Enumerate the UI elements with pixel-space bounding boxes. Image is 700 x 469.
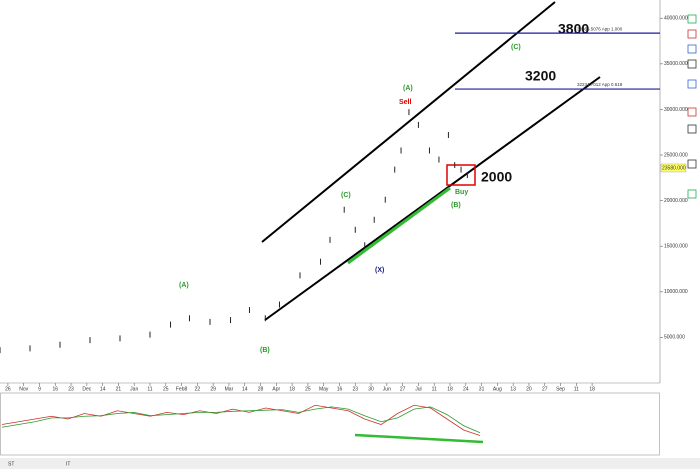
level-label: 38366.5076 App 1.000 (577, 26, 623, 31)
annotation: (X) (375, 267, 384, 274)
x-tick-label: 30 (368, 386, 374, 392)
annotation: (B) (451, 202, 461, 209)
x-tick-label: 18 (289, 386, 295, 392)
level-label: 32234.7012 App 0.618 (577, 82, 623, 87)
tab-label[interactable]: IT (66, 461, 70, 467)
x-tick-label: Jun (383, 386, 391, 392)
x-tick-label: 18 (447, 386, 453, 392)
tool-icon[interactable] (687, 189, 697, 199)
tool-icon[interactable] (687, 44, 697, 54)
x-tick-label: May (319, 386, 329, 392)
x-tick-label: Aug (493, 386, 502, 392)
y-tick-label: 35000.000 (664, 61, 688, 67)
x-tick-label: 22 (195, 386, 201, 392)
annotation: Buy (455, 189, 468, 196)
x-tick-label: 27 (542, 386, 548, 392)
annotation: 2000 (481, 169, 512, 185)
channel-upper (261, 1, 556, 243)
x-tick-label: Apr (272, 386, 280, 392)
x-tick-label: 29 (210, 386, 216, 392)
last-price-label: 23580.000 (662, 165, 686, 171)
support-line (347, 186, 451, 265)
x-tick-label: 16 (52, 386, 58, 392)
x-tick-label: 11 (574, 386, 579, 392)
annotation: 3200 (525, 68, 556, 84)
y-tick-label: 15000.000 (664, 244, 688, 250)
x-tick-label: 23 (68, 386, 74, 392)
annotation: (C) (511, 44, 521, 51)
y-tick-label: 25000.000 (664, 152, 688, 158)
y-tick-label: 10000.000 (664, 289, 688, 295)
x-tick-label: Jan (130, 386, 138, 392)
x-tick-label: 26 (5, 386, 11, 392)
tool-icon[interactable] (687, 59, 697, 69)
tool-icon[interactable] (687, 107, 697, 117)
x-tick-label: 18 (589, 386, 595, 392)
x-tick-label: 9 (38, 386, 41, 392)
annotation: (C) (341, 192, 351, 199)
highlight-box (446, 164, 476, 186)
annotation: (B) (260, 347, 270, 354)
annotation: (A) (179, 282, 189, 289)
x-tick-label: 11 (147, 386, 152, 392)
x-tick-label: Jul (415, 386, 421, 392)
x-tick-label: Dec (82, 386, 91, 392)
x-tick-label: 31 (479, 386, 485, 392)
x-tick-label: 20 (526, 386, 532, 392)
oscillator-panel (0, 392, 660, 456)
tool-icon[interactable] (687, 124, 697, 134)
x-tick-label: 21 (116, 386, 122, 392)
x-tick-label: 16 (337, 386, 343, 392)
x-tick-label: 24 (463, 386, 469, 392)
x-tick-label: 25 (163, 386, 169, 392)
toolbar (687, 14, 697, 199)
x-tick-label: 14 (100, 386, 106, 392)
tool-icon[interactable] (687, 159, 697, 169)
x-tick-label: 23 (352, 386, 358, 392)
y-tick-label: 20000.000 (664, 198, 688, 204)
y-tick-label: 40000.000 (664, 16, 688, 22)
x-tick-label: 28 (258, 386, 264, 392)
y-tick-label: 5000.000 (664, 335, 685, 341)
x-tick-label: 27 (400, 386, 406, 392)
x-tick-label: 13 (510, 386, 516, 392)
last-price-box (660, 163, 687, 173)
tool-icon[interactable] (687, 14, 697, 24)
tab-label[interactable]: ST (8, 461, 14, 467)
x-tick-label: Mar (225, 386, 234, 392)
x-tick-label: 25 (305, 386, 311, 392)
x-tick-label: 14 (242, 386, 248, 392)
annotation: (A) (403, 85, 413, 92)
x-tick-label: Nov (19, 386, 28, 392)
x-tick-label: Sep (556, 386, 565, 392)
annotation: Sell (399, 99, 412, 106)
tab-strip (0, 458, 700, 469)
oscillator-line (1, 406, 481, 434)
tool-icon[interactable] (687, 79, 697, 89)
x-tick-label: 11 (432, 386, 437, 392)
tool-icon[interactable] (687, 29, 697, 39)
oscillator-trend-line (354, 433, 484, 444)
channel-lower (264, 76, 601, 321)
y-tick-label: 30000.000 (664, 107, 688, 113)
x-tick-label: Feb8 (176, 386, 188, 392)
